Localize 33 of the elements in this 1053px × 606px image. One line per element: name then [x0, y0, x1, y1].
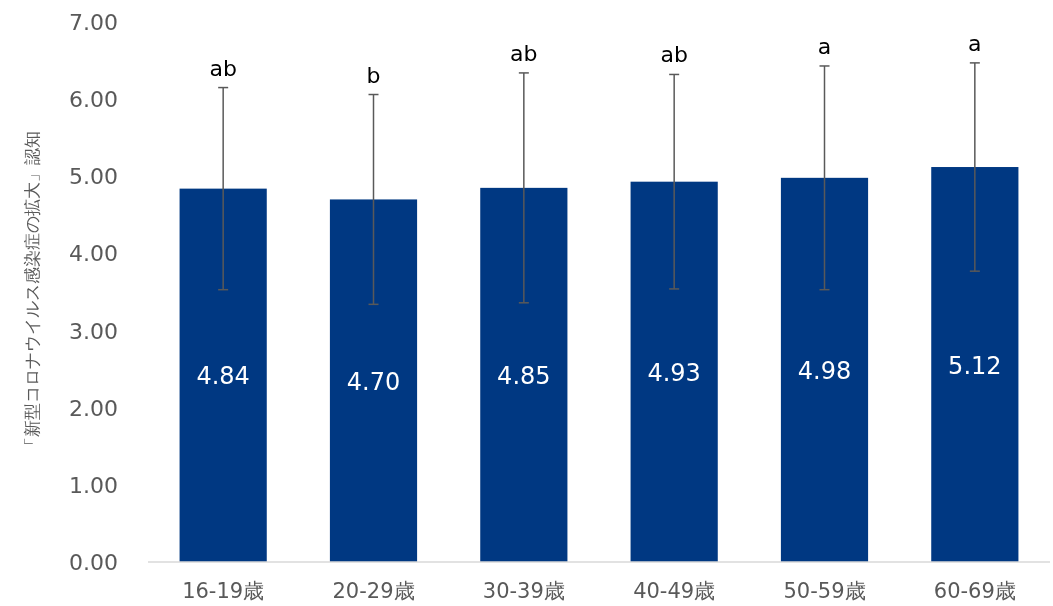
data-label: 5.12	[948, 351, 1002, 380]
bar	[630, 181, 718, 562]
x-tick-label: 60-69歳	[933, 579, 1016, 603]
annotation: a	[968, 30, 982, 56]
y-tick-label: 5.00	[69, 164, 118, 190]
bar	[179, 188, 267, 562]
x-tick-label: 40-49歳	[633, 579, 716, 603]
y-tick-label: 0.00	[69, 550, 118, 575]
y-tick-label: 3.00	[69, 318, 118, 344]
y-tick-label: 7.00	[69, 10, 118, 35]
annotation: ab	[510, 40, 538, 66]
annotation: ab	[660, 42, 688, 68]
x-tick-label: 50-59歳	[783, 579, 866, 603]
x-tick-label: 20-29歳	[332, 579, 415, 603]
x-tick-label: 16-19歳	[182, 579, 265, 603]
data-label: 4.98	[797, 356, 852, 385]
data-label: 4.93	[647, 358, 701, 387]
data-label: 4.84	[196, 362, 250, 391]
bar	[329, 199, 418, 562]
bar	[480, 187, 568, 562]
y-tick-label: 4.00	[69, 241, 118, 267]
bar	[931, 167, 1019, 562]
y-tick-label: 1.00	[69, 472, 118, 498]
annotation: b	[366, 62, 381, 88]
data-label: 4.70	[346, 367, 401, 396]
annotation: ab	[209, 55, 237, 81]
y-axis-title: 「新型コロナウイルス感染症の拡大」認知	[22, 130, 42, 454]
bar	[780, 177, 869, 562]
y-tick-label: 6.00	[69, 87, 118, 113]
x-tick-label: 30-39歳	[482, 579, 565, 603]
y-tick-label: 2.00	[69, 395, 118, 421]
annotation: a	[817, 33, 832, 59]
data-label: 4.85	[497, 361, 551, 390]
